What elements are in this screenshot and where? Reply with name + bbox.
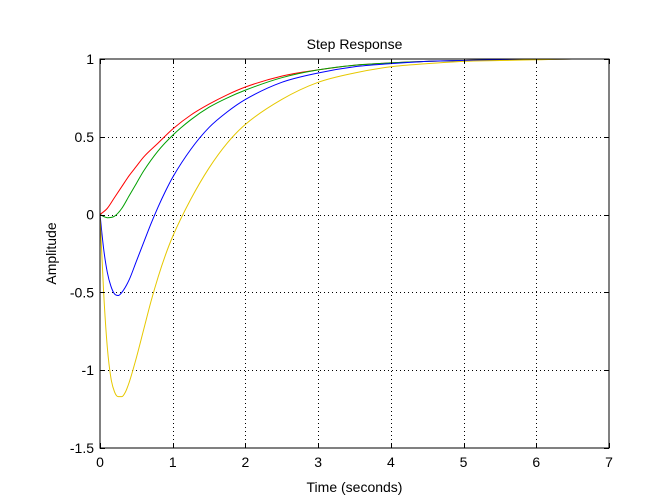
- axes-box: [99, 58, 610, 449]
- series-line-4: [99, 58, 609, 398]
- y-tick-label: 0.5: [75, 129, 95, 145]
- x-tick-label: 3: [314, 454, 322, 470]
- x-tick-label: 5: [460, 454, 468, 470]
- chart-title: Step Response: [307, 36, 403, 52]
- series-group: [99, 58, 609, 398]
- tick-labels: 0 1 2 3 4 5 6 7 -1.5 -1 -0.5 0 0.5 1: [70, 51, 613, 470]
- y-tick-label: 0: [86, 207, 94, 223]
- ticks: [100, 59, 610, 449]
- y-tick-label: 1: [86, 51, 94, 67]
- x-axis-label: Time (seconds): [307, 479, 403, 495]
- x-tick-label: 2: [242, 454, 250, 470]
- y-axis-label: Amplitude: [43, 222, 59, 284]
- grid: [100, 59, 609, 448]
- x-tick-label: 6: [532, 454, 540, 470]
- x-tick-label: 7: [605, 454, 613, 470]
- y-tick-label: -0.5: [70, 284, 94, 300]
- y-tick-label: -1: [82, 362, 95, 378]
- plot-area: [100, 59, 609, 448]
- y-tick-label: -1.5: [70, 440, 94, 456]
- series-line-3: [99, 58, 609, 297]
- x-tick-label: 4: [387, 454, 395, 470]
- x-tick-label: 0: [96, 454, 104, 470]
- x-tick-label: 1: [169, 454, 177, 470]
